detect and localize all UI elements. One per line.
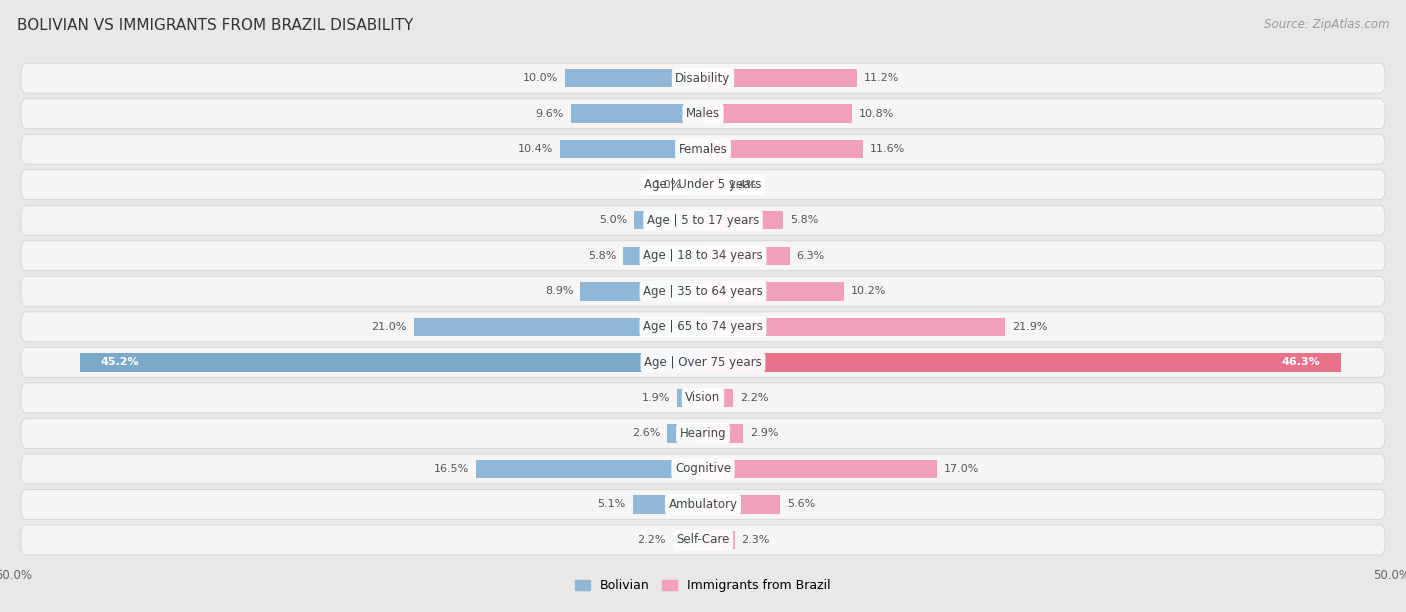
FancyBboxPatch shape [21, 63, 1385, 93]
Bar [581, 282, 703, 300]
Text: 5.8%: 5.8% [790, 215, 818, 225]
FancyBboxPatch shape [21, 348, 1385, 377]
FancyBboxPatch shape [21, 206, 1385, 235]
Text: 6.3%: 6.3% [797, 251, 825, 261]
Text: Ambulatory: Ambulatory [668, 498, 738, 511]
Text: 2.3%: 2.3% [741, 535, 770, 545]
Text: Age | 65 to 74 years: Age | 65 to 74 years [643, 320, 763, 334]
FancyBboxPatch shape [21, 525, 1385, 555]
Text: 10.0%: 10.0% [523, 73, 558, 83]
Text: 16.5%: 16.5% [433, 464, 468, 474]
FancyBboxPatch shape [21, 419, 1385, 449]
Text: Disability: Disability [675, 72, 731, 84]
Bar [703, 211, 783, 230]
Text: 46.3%: 46.3% [1281, 357, 1320, 367]
Text: Self-Care: Self-Care [676, 534, 730, 547]
FancyBboxPatch shape [21, 312, 1385, 341]
FancyBboxPatch shape [21, 383, 1385, 412]
Bar [703, 389, 734, 407]
Bar [703, 353, 1341, 371]
Bar [413, 318, 703, 336]
Text: Females: Females [679, 143, 727, 155]
Bar [571, 105, 703, 123]
Text: 45.2%: 45.2% [101, 357, 139, 367]
Text: 5.1%: 5.1% [598, 499, 626, 509]
Bar [703, 105, 852, 123]
FancyBboxPatch shape [21, 99, 1385, 129]
Text: 17.0%: 17.0% [945, 464, 980, 474]
Bar [703, 424, 742, 442]
Bar [560, 140, 703, 159]
Text: Cognitive: Cognitive [675, 463, 731, 476]
FancyBboxPatch shape [21, 170, 1385, 200]
FancyBboxPatch shape [21, 241, 1385, 271]
Text: Males: Males [686, 107, 720, 120]
Text: Age | 18 to 34 years: Age | 18 to 34 years [643, 249, 763, 263]
Text: 5.6%: 5.6% [787, 499, 815, 509]
Bar [703, 460, 938, 478]
Text: Age | 5 to 17 years: Age | 5 to 17 years [647, 214, 759, 227]
Bar [703, 247, 790, 265]
Bar [475, 460, 703, 478]
Text: Age | Over 75 years: Age | Over 75 years [644, 356, 762, 369]
Text: 10.8%: 10.8% [859, 109, 894, 119]
Text: 2.2%: 2.2% [637, 535, 666, 545]
Bar [703, 318, 1005, 336]
Bar [80, 353, 703, 371]
Text: 8.9%: 8.9% [546, 286, 574, 296]
Bar [676, 389, 703, 407]
Text: 5.0%: 5.0% [599, 215, 627, 225]
Bar [703, 531, 735, 549]
Text: BOLIVIAN VS IMMIGRANTS FROM BRAZIL DISABILITY: BOLIVIAN VS IMMIGRANTS FROM BRAZIL DISAB… [17, 18, 413, 34]
Text: 2.6%: 2.6% [631, 428, 661, 438]
Bar [633, 495, 703, 513]
FancyBboxPatch shape [21, 454, 1385, 484]
Bar [668, 424, 703, 442]
Bar [703, 140, 863, 159]
Bar [634, 211, 703, 230]
Text: 1.9%: 1.9% [641, 393, 669, 403]
FancyBboxPatch shape [21, 277, 1385, 306]
Bar [623, 247, 703, 265]
Text: Age | 35 to 64 years: Age | 35 to 64 years [643, 285, 763, 298]
Bar [703, 495, 780, 513]
Text: Vision: Vision [685, 391, 721, 405]
Text: Source: ZipAtlas.com: Source: ZipAtlas.com [1264, 18, 1389, 31]
Bar [689, 176, 703, 194]
Text: 11.6%: 11.6% [870, 144, 905, 154]
Text: 1.0%: 1.0% [654, 180, 682, 190]
Text: 21.0%: 21.0% [371, 322, 406, 332]
FancyBboxPatch shape [21, 490, 1385, 520]
Bar [703, 69, 858, 88]
Text: 2.2%: 2.2% [740, 393, 769, 403]
Bar [565, 69, 703, 88]
Bar [703, 282, 844, 300]
Bar [672, 531, 703, 549]
Bar [703, 176, 723, 194]
Text: 1.4%: 1.4% [730, 180, 758, 190]
Text: 2.9%: 2.9% [749, 428, 779, 438]
Text: 21.9%: 21.9% [1012, 322, 1047, 332]
Text: 10.4%: 10.4% [517, 144, 553, 154]
FancyBboxPatch shape [21, 134, 1385, 164]
Text: Hearing: Hearing [679, 427, 727, 440]
Text: 9.6%: 9.6% [536, 109, 564, 119]
Legend: Bolivian, Immigrants from Brazil: Bolivian, Immigrants from Brazil [569, 575, 837, 597]
Text: 11.2%: 11.2% [865, 73, 900, 83]
Text: 5.8%: 5.8% [588, 251, 616, 261]
Text: Age | Under 5 years: Age | Under 5 years [644, 178, 762, 191]
Text: 10.2%: 10.2% [851, 286, 886, 296]
